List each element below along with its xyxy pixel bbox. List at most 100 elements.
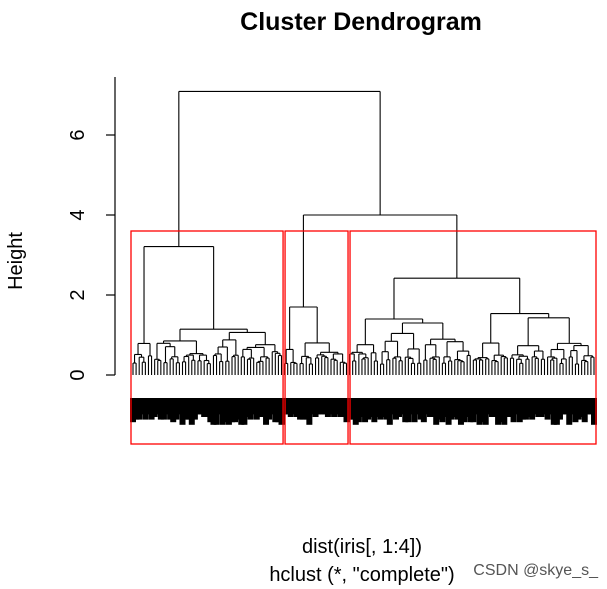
leaf-label [467,398,474,423]
leaf-label [491,398,498,417]
leaf-label [318,398,325,415]
leaf-label [448,398,455,420]
leaf-label [300,398,307,420]
leaf-label [389,398,396,415]
y-ticks: 0 2 4 6 [67,129,115,381]
leaf-labels [130,398,597,425]
y-axis-label: Height [5,232,27,290]
leaf-label [139,398,146,415]
leaf-label [194,398,201,415]
leaf-label [278,398,285,425]
leaf-label [411,398,418,423]
leaf-label [488,398,495,417]
leaf-label [427,398,434,417]
leaf-label [284,398,291,415]
leaf-label [182,398,189,420]
leaf-label [556,398,563,420]
leaf-label [164,398,171,415]
leaf-label [290,398,297,415]
leaf-label [188,398,195,425]
leaf-label [142,398,149,420]
leaf-label [309,398,316,415]
leaf-label [522,398,529,420]
leaf-label [470,398,477,423]
leaf-label [544,398,551,420]
leaf-label [331,398,338,417]
leaf-label [436,398,443,420]
leaf-label [167,398,174,420]
leaf-label [250,398,257,415]
leaf-label [179,398,186,425]
leaf-label [476,398,483,425]
leaf-label [173,398,180,420]
leaf-label [151,398,158,417]
leaf-label [454,398,461,420]
leaf-label [303,398,310,420]
leaf-label [235,398,242,420]
leaf-label [461,398,468,423]
y-tick-label-4: 4 [67,209,89,220]
leaf-label [569,398,576,415]
y-tick-label-0: 0 [67,369,89,380]
leaf-label [362,398,369,423]
leaf-label [402,398,409,423]
leaf-label [464,398,471,417]
leaf-label [399,398,406,415]
leaf-label [485,398,492,415]
leaf-label [479,398,486,423]
leaf-label [297,398,304,420]
leaf-label [386,398,393,425]
leaf-label [266,398,273,420]
leaf-label [473,398,480,415]
leaf-label [343,398,350,423]
leaf-label [541,398,548,415]
leaf-label [324,398,331,417]
leaf-label [210,398,217,425]
leaf-label [253,398,260,420]
leaf-label [529,398,536,420]
leaf-label [287,398,294,417]
leaf-label [377,398,384,420]
cluster-rect-2 [284,230,349,445]
leaf-label [148,398,155,420]
leaf-label [198,398,205,415]
leaf-label [263,398,270,425]
leaf-label [392,398,399,420]
leaf-label [321,398,328,415]
leaf-label [176,398,183,415]
y-tick-label-2: 2 [67,289,89,300]
leaf-label [572,398,579,423]
leaf-label [507,398,514,417]
leaf-label [380,398,387,417]
leaf-label [408,398,415,415]
leaf-label [501,398,508,425]
leaf-label [519,398,526,420]
leaf-label [504,398,511,417]
leaf-label [130,398,136,423]
leaf-label [430,398,437,417]
y-tick-label-6: 6 [67,129,89,140]
leaf-label [535,398,542,417]
leaf-label [442,398,449,417]
leaf-label [581,398,588,423]
leaf-label [495,398,502,425]
leaf-label [526,398,533,417]
leaf-label [259,398,266,417]
leaf-label [396,398,403,417]
leaf-label [591,398,597,425]
leaf-label [352,398,359,425]
leaf-label [510,398,517,423]
leaf-label [275,398,282,423]
leaf-label [219,398,226,425]
method-subtitle: hclust (*, "complete") [269,564,454,586]
leaf-label [445,398,452,425]
leaf-label [587,398,594,415]
x-axis-label: dist(iris[, 1:4]) [302,536,422,558]
leaf-label [133,398,140,420]
leaf-label [238,398,245,425]
leaf-label [538,398,545,417]
leaf-label [560,398,567,415]
leaf-label [383,398,390,420]
leaf-label [145,398,152,415]
leaf-label [269,398,276,415]
